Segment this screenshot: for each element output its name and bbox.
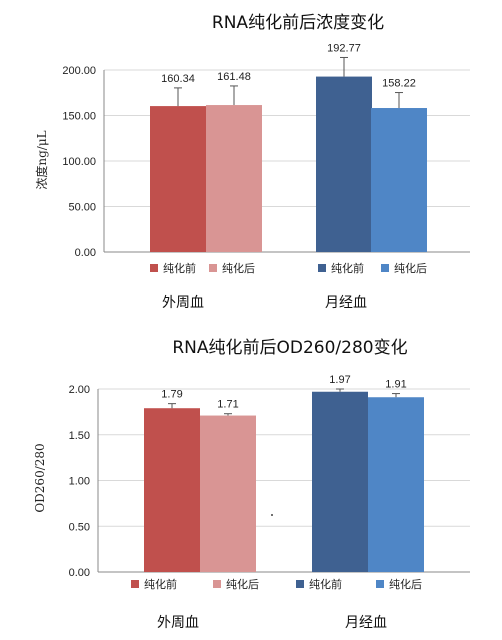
chart2-y-tick-label: 0.00	[69, 567, 90, 579]
chart1-y-tick-label: 0.00	[75, 247, 96, 259]
chart2-title: RNA纯化前后OD260/280变化	[172, 338, 407, 358]
chart1-bar	[316, 76, 372, 252]
chart2-group-label: 外周血	[157, 615, 199, 631]
chart1-bar	[371, 108, 427, 252]
chart1-bar	[150, 106, 206, 252]
chart2-bar	[312, 391, 368, 572]
chart2-y-tick-label: 1.00	[69, 476, 90, 488]
chart1-y-tick-label: 150.00	[62, 111, 96, 123]
chart2-data-label: 1.71	[217, 399, 238, 411]
chart2-bar	[368, 397, 424, 572]
chart1-legend-label: 纯化后	[222, 261, 255, 275]
chart2-y-axis-label: OD260/280	[33, 443, 47, 512]
chart1-bar	[206, 105, 262, 253]
chart1-group-label: 外周血	[162, 295, 204, 311]
chart2-legend-swatch	[131, 580, 139, 588]
chart2-y-tick-label: 2.00	[69, 384, 90, 396]
chart1-data-label: 160.34	[161, 73, 195, 85]
chart2-legend-swatch	[213, 580, 221, 588]
chart2-y-tick-label: 1.50	[69, 430, 90, 442]
chart2-legend-label: 纯化后	[389, 577, 422, 591]
chart1-data-label: 192.77	[327, 42, 361, 54]
stray-dot	[271, 514, 273, 516]
chart2-data-label: 1.97	[329, 374, 350, 386]
chart1-legend-swatch	[318, 264, 326, 272]
chart1-data-label: 158.22	[382, 78, 416, 90]
chart1-y-tick-label: 50.00	[68, 202, 96, 214]
chart1-legend-label: 纯化后	[394, 261, 427, 275]
chart1-y-tick-label: 100.00	[62, 156, 96, 168]
chart1-y-tick-label: 200.00	[62, 65, 96, 77]
chart1-y-axis-label: 浓度ng/μL	[34, 130, 49, 189]
chart1-legend-label: 纯化前	[331, 261, 364, 275]
chart2-data-label: 1.91	[385, 379, 406, 391]
chart2-legend-swatch	[296, 580, 304, 588]
chart2-group-label: 月经血	[345, 615, 387, 631]
chart1-legend-swatch	[209, 264, 217, 272]
chart1-data-label: 161.48	[217, 71, 251, 83]
chart2-data-label: 1.79	[161, 389, 182, 401]
chart1-legend-swatch	[381, 264, 389, 272]
chart2-legend-label: 纯化前	[309, 577, 342, 591]
chart1-group-label: 月经血	[325, 295, 367, 311]
chart1-legend-label: 纯化前	[163, 261, 196, 275]
chart1-title: RNA纯化前后浓度变化	[212, 13, 384, 33]
chart2-legend-swatch	[376, 580, 384, 588]
chart2-legend-label: 纯化后	[226, 577, 259, 591]
chart2-legend-label: 纯化前	[144, 577, 177, 591]
chart2-bar	[144, 408, 200, 572]
chart2-y-tick-label: 0.50	[69, 521, 90, 533]
chart1-legend-swatch	[150, 264, 158, 272]
chart2-bar	[200, 415, 256, 572]
